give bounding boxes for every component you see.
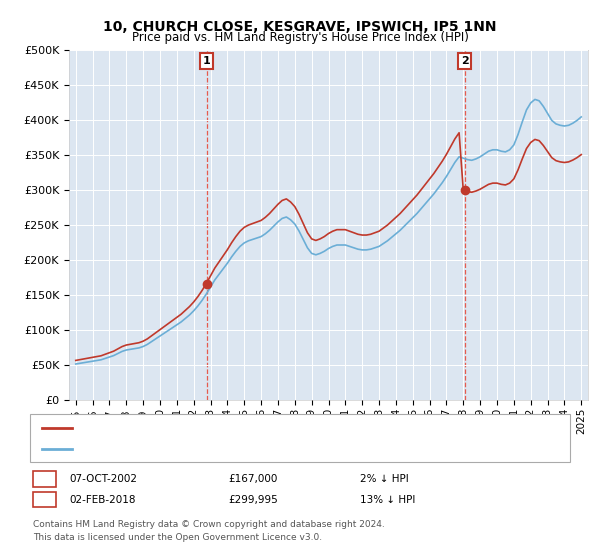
Text: 10, CHURCH CLOSE, KESGRAVE, IPSWICH, IP5 1NN (detached house): 10, CHURCH CLOSE, KESGRAVE, IPSWICH, IP5… <box>78 423 434 433</box>
Text: £167,000: £167,000 <box>228 474 277 484</box>
Text: 2: 2 <box>41 494 48 505</box>
Text: HPI: Average price, detached house, East Suffolk: HPI: Average price, detached house, East… <box>78 444 333 454</box>
Text: 2% ↓ HPI: 2% ↓ HPI <box>360 474 409 484</box>
Text: This data is licensed under the Open Government Licence v3.0.: This data is licensed under the Open Gov… <box>33 533 322 542</box>
Text: Price paid vs. HM Land Registry's House Price Index (HPI): Price paid vs. HM Land Registry's House … <box>131 31 469 44</box>
Text: £299,995: £299,995 <box>228 494 278 505</box>
Text: 1: 1 <box>203 56 211 66</box>
Text: 07-OCT-2002: 07-OCT-2002 <box>69 474 137 484</box>
Text: 2: 2 <box>461 56 469 66</box>
Text: 02-FEB-2018: 02-FEB-2018 <box>69 494 136 505</box>
Text: 13% ↓ HPI: 13% ↓ HPI <box>360 494 415 505</box>
Text: Contains HM Land Registry data © Crown copyright and database right 2024.: Contains HM Land Registry data © Crown c… <box>33 520 385 529</box>
Text: 1: 1 <box>41 474 48 484</box>
Text: 10, CHURCH CLOSE, KESGRAVE, IPSWICH, IP5 1NN: 10, CHURCH CLOSE, KESGRAVE, IPSWICH, IP5… <box>103 20 497 34</box>
